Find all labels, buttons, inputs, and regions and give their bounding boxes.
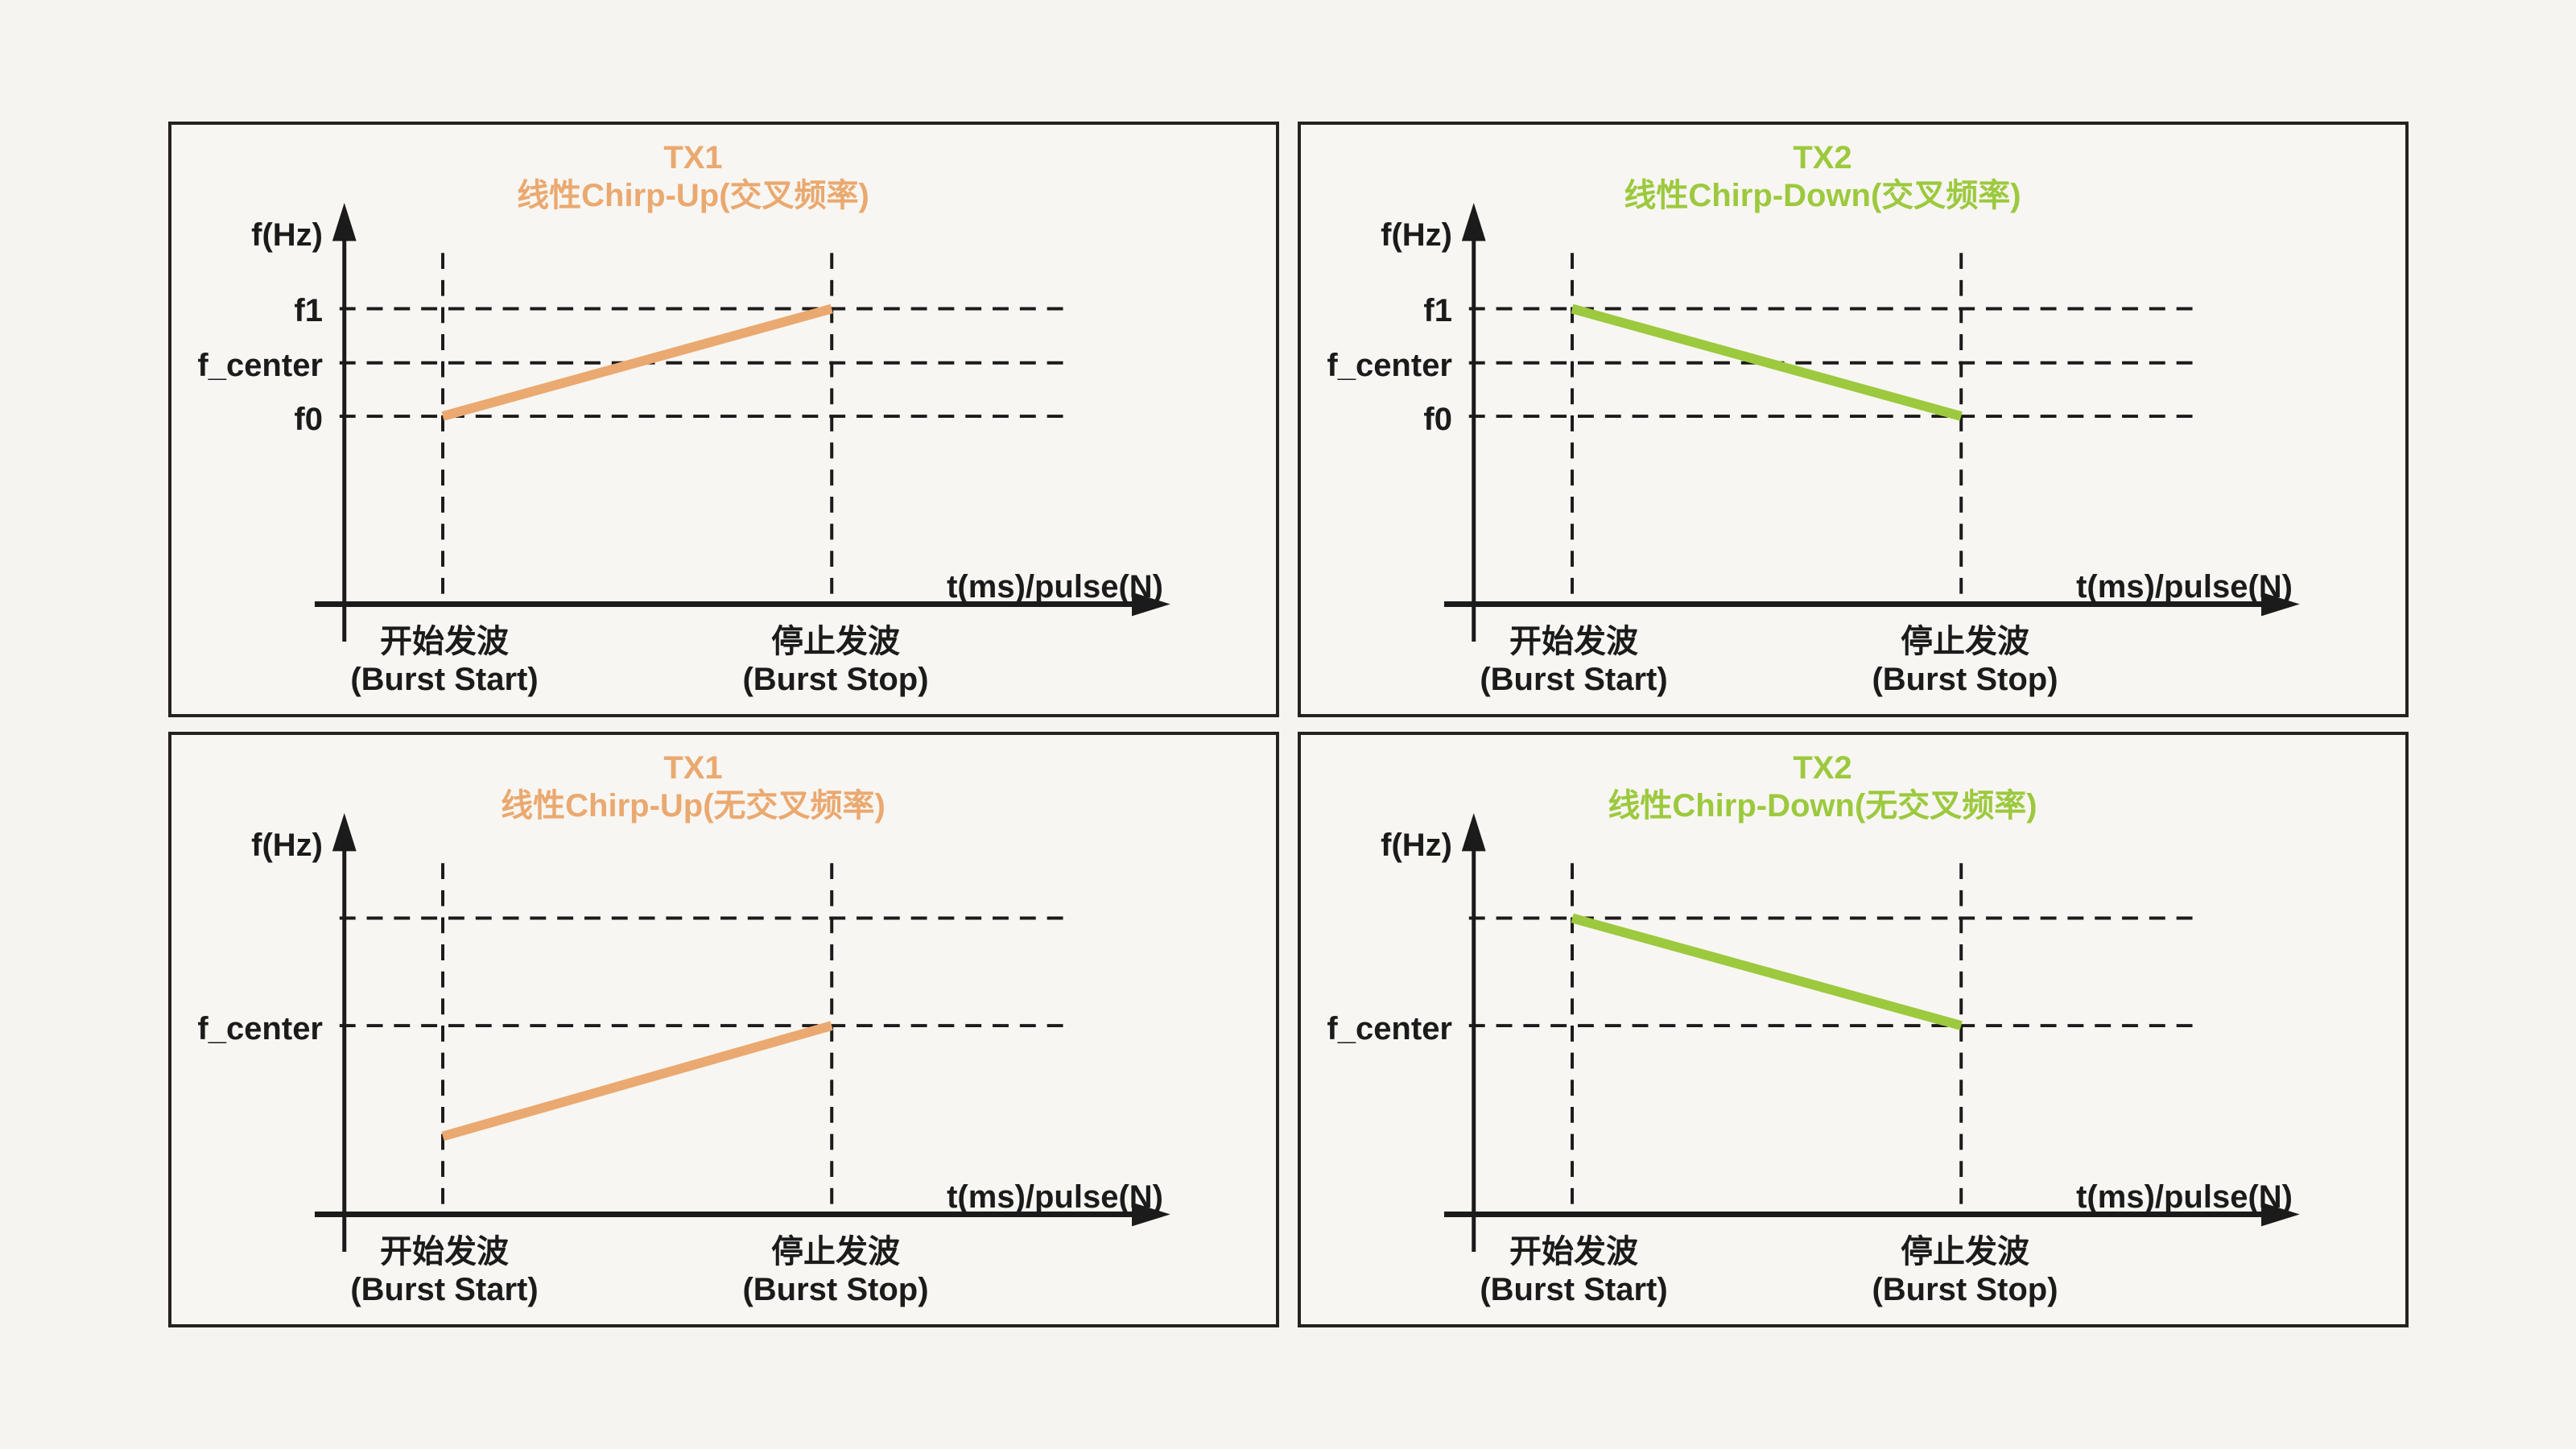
burst-start-label-cn: 开始发波: [380, 624, 509, 659]
panel-title-line1: TX2: [1793, 140, 1852, 175]
y-axis-arrow: [332, 812, 357, 852]
y-axis-label: f(Hz): [1381, 217, 1452, 253]
panel-title: TX2 线性Chirp-Down(无交叉频率): [1301, 749, 2344, 825]
panel-title-line1: TX1: [663, 750, 723, 786]
burst-start-label-cn: 开始发波: [1509, 1234, 1638, 1269]
chirp-down-line: [1571, 913, 1963, 1030]
burst-start-label-cn: 开始发波: [1509, 624, 1638, 659]
tick-f-center: f_center: [197, 1011, 323, 1046]
y-axis-arrow: [332, 202, 357, 242]
tick-f0: f0: [294, 402, 323, 437]
plot-canvas: [1443, 202, 2300, 642]
x-axis-label: t(ms)/pulse(N): [947, 569, 1163, 605]
burst-start-label: 开始发波 (Burst Start): [1364, 1233, 1783, 1309]
burst-stop-label-cn: 停止发波: [1901, 624, 2029, 659]
panel-tx2-crossed-freq: TX2 线性Chirp-Down(交叉频率) f(Hz) f1 f_center…: [1298, 122, 2409, 717]
burst-start-label-en: (Burst Start): [350, 1272, 539, 1307]
tick-f1: f1: [294, 293, 323, 328]
tick-f0: f0: [1423, 402, 1452, 437]
burst-stop-label-cn: 停止发波: [1901, 1234, 2029, 1269]
x-axis-label: t(ms)/pulse(N): [2076, 569, 2293, 605]
burst-stop-label: 停止发波 (Burst Stop): [1756, 623, 2174, 699]
y-axis-label: f(Hz): [1381, 828, 1452, 863]
burst-start-label-en: (Burst Start): [350, 662, 539, 697]
chirp-up-line: [441, 303, 833, 421]
plot-canvas: [1443, 812, 2300, 1252]
y-axis-label: f(Hz): [251, 217, 323, 253]
panel-title-line1: TX2: [1793, 750, 1852, 786]
x-axis-label: t(ms)/pulse(N): [947, 1179, 1163, 1215]
x-axis-arrow: [1132, 1202, 1170, 1227]
x-axis-arrow: [1132, 592, 1170, 617]
x-axis-label: t(ms)/pulse(N): [2076, 1179, 2293, 1215]
tick-f-center: f_center: [1327, 1011, 1452, 1046]
burst-stop-label: 停止发波 (Burst Stop): [626, 1233, 1045, 1309]
panel-title-line2: 线性Chirp-Up(交叉频率): [517, 178, 869, 213]
panel-tx1-non-crossed-freq: TX1 线性Chirp-Up(无交叉频率) f(Hz) f_center t(m…: [168, 732, 1279, 1327]
panel-title: TX2 线性Chirp-Down(交叉频率): [1301, 139, 2344, 215]
burst-start-label: 开始发波 (Burst Start): [235, 1233, 654, 1309]
chirp-down-line: [1571, 303, 1963, 421]
y-axis-arrow: [1461, 202, 1486, 242]
plot-canvas: [314, 202, 1170, 642]
panel-title: TX1 线性Chirp-Up(交叉频率): [171, 139, 1215, 215]
burst-stop-label-en: (Burst Stop): [742, 662, 929, 697]
chirp-up-line: [441, 1021, 833, 1141]
burst-stop-label: 停止发波 (Burst Stop): [1756, 1233, 2174, 1309]
panel-title: TX1 线性Chirp-Up(无交叉频率): [171, 749, 1215, 825]
burst-stop-label: 停止发波 (Burst Stop): [626, 623, 1045, 699]
panel-tx2-non-crossed-freq: TX2 线性Chirp-Down(无交叉频率) f(Hz) f_center t…: [1298, 732, 2409, 1327]
burst-stop-label-en: (Burst Stop): [742, 1272, 929, 1307]
panel-tx1-crossed-freq: TX1 线性Chirp-Up(交叉频率) f(Hz) f1 f_center f…: [168, 122, 1279, 717]
panel-title-line2: 线性Chirp-Up(无交叉频率): [501, 788, 886, 824]
plot-canvas: [314, 812, 1170, 1252]
burst-start-label: 开始发波 (Burst Start): [235, 623, 654, 699]
burst-start-label-en: (Burst Start): [1480, 1272, 1668, 1307]
burst-start-label-en: (Burst Start): [1480, 662, 1668, 697]
burst-stop-label-en: (Burst Stop): [1872, 662, 2058, 697]
panel-title-line1: TX1: [663, 140, 723, 175]
tick-f1: f1: [1423, 293, 1452, 328]
burst-start-label: 开始发波 (Burst Start): [1364, 623, 1783, 699]
tick-f-center: f_center: [1327, 348, 1452, 383]
y-axis-label: f(Hz): [251, 828, 323, 863]
burst-stop-label-cn: 停止发波: [771, 1234, 900, 1269]
tick-f-center: f_center: [197, 348, 323, 383]
panel-title-line2: 线性Chirp-Down(无交叉频率): [1608, 788, 2037, 824]
burst-stop-label-cn: 停止发波: [771, 624, 900, 659]
x-axis-arrow: [2261, 592, 2300, 617]
panel-title-line2: 线性Chirp-Down(交叉频率): [1624, 178, 2021, 213]
x-axis-arrow: [2261, 1202, 2300, 1227]
burst-stop-label-en: (Burst Stop): [1872, 1272, 2058, 1307]
y-axis-arrow: [1461, 812, 1486, 852]
burst-start-label-cn: 开始发波: [380, 1234, 509, 1269]
